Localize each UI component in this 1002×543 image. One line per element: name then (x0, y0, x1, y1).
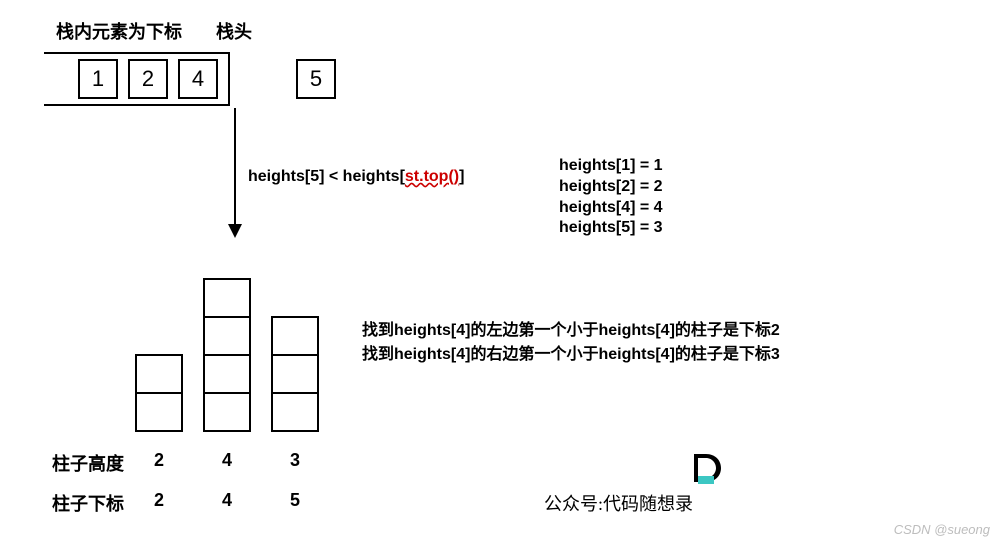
bar-cell (203, 278, 251, 318)
index-value: 4 (203, 490, 251, 511)
heights-list: heights[1] = 1 heights[2] = 2 heights[4]… (559, 156, 663, 239)
formula-left: heights[5] < heights[ (248, 168, 405, 185)
stack-cell: 2 (128, 59, 168, 99)
watermark: CSDN @sueong (894, 522, 990, 537)
height-row-label: 柱子高度 (52, 450, 124, 476)
formula-right: ] (459, 168, 464, 185)
stack-head-cell: 5 (296, 59, 336, 99)
bar-cell (135, 354, 183, 394)
index-value: 5 (271, 490, 319, 511)
bar-cell (203, 354, 251, 394)
index-value: 2 (135, 490, 183, 511)
index-row-values: 245 (135, 490, 355, 511)
bar-cell (203, 392, 251, 432)
bar-column (135, 354, 183, 432)
height-row-values: 243 (135, 450, 355, 471)
bars-area (135, 252, 355, 432)
brand-d-icon (688, 450, 724, 486)
stack-content-label: 栈内元素为下标 (56, 18, 182, 44)
heights-list-item: heights[4] = 4 (559, 198, 663, 219)
bar-cell (203, 316, 251, 356)
height-value: 2 (135, 450, 183, 471)
bar-cell (271, 392, 319, 432)
explanation-line: 找到heights[4]的右边第一个小于heights[4]的柱子是下标3 (362, 343, 780, 367)
bar-column (271, 316, 319, 432)
height-value: 4 (203, 450, 251, 471)
heights-list-item: heights[1] = 1 (559, 156, 663, 177)
stack-head-label: 栈头 (216, 18, 252, 44)
comparison-formula: heights[5] < heights[st.top()] (248, 168, 464, 186)
arrow-down-icon (225, 108, 245, 238)
bar-cell (135, 392, 183, 432)
bar-cell (271, 316, 319, 356)
height-value: 3 (271, 450, 319, 471)
explanation-text: 找到heights[4]的左边第一个小于heights[4]的柱子是下标2 找到… (362, 319, 780, 367)
bar-column (203, 278, 251, 432)
stack-cell: 4 (178, 59, 218, 99)
index-row-label: 柱子下标 (52, 490, 124, 516)
heights-list-item: heights[5] = 3 (559, 218, 663, 239)
explanation-line: 找到heights[4]的左边第一个小于heights[4]的柱子是下标2 (362, 319, 780, 343)
credit-text: 公众号:代码随想录 (544, 490, 693, 516)
formula-red: st.top() (405, 168, 459, 185)
heights-list-item: heights[2] = 2 (559, 177, 663, 198)
bar-cell (271, 354, 319, 394)
stack-container: 1 2 4 (44, 52, 230, 106)
stack-cell: 1 (78, 59, 118, 99)
